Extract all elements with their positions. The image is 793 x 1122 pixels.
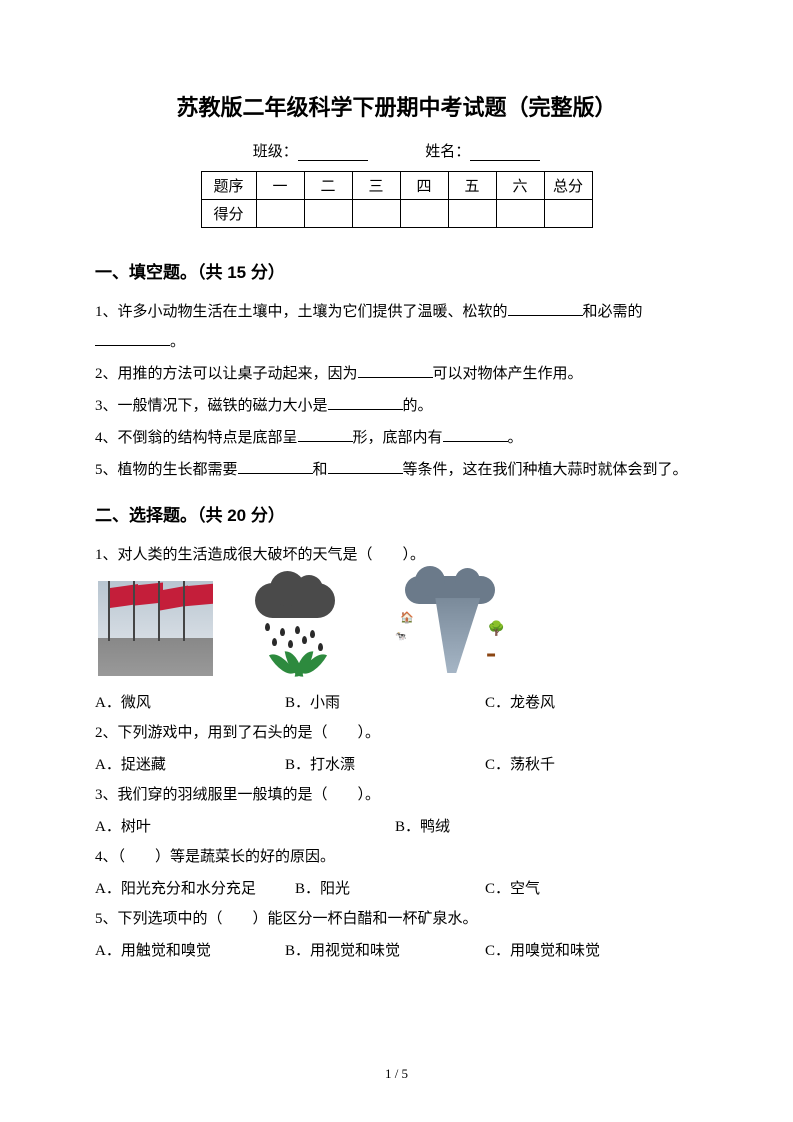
- opt-b[interactable]: B．阳光: [295, 874, 485, 904]
- fill-q2: 2、用推的方法可以让桌子动起来，因为 可以对物体产生作用。: [95, 359, 698, 389]
- fill-blank[interactable]: [95, 330, 170, 346]
- q5-options: A．用触觉和嗅觉 B．用视觉和味觉 C．用嗅觉和味觉: [95, 936, 698, 966]
- score-cell[interactable]: [544, 200, 592, 228]
- q-text: 2、用推的方法可以让桌子动起来，因为: [95, 366, 358, 382]
- choice-q5: 5、下列选项中的（ ）能区分一杯白醋和一杯矿泉水。: [95, 904, 698, 934]
- image-flags: [95, 578, 215, 678]
- q-text: 和必需的: [583, 304, 643, 320]
- name-blank[interactable]: [470, 143, 540, 161]
- student-info-row: 班级： 姓名：: [95, 140, 698, 161]
- q3-options: A．树叶 B．鸭绒: [95, 812, 698, 842]
- q-text: 。: [508, 430, 523, 446]
- score-col: 二: [304, 172, 352, 200]
- score-cell[interactable]: [256, 200, 304, 228]
- q-text: 3、一般情况下，磁铁的磁力大小是: [95, 398, 328, 414]
- opt-c[interactable]: C．空气: [485, 874, 698, 904]
- choice-q2: 2、下列游戏中，用到了石头的是（ ）。: [95, 718, 698, 748]
- fill-blank[interactable]: [298, 426, 353, 442]
- fill-q5: 5、植物的生长都需要 和 等条件，这在我们种植大蒜时就体会到了。: [95, 455, 698, 485]
- opt-a[interactable]: A．用触觉和嗅觉: [95, 936, 285, 966]
- opt-a[interactable]: A．阳光充分和水分充足: [95, 874, 295, 904]
- score-row-label: 题序: [201, 172, 256, 200]
- score-col: 六: [496, 172, 544, 200]
- opt-c[interactable]: C．荡秋千: [485, 750, 698, 780]
- choice-q4: 4、（ ）等是蔬菜长的好的原因。: [95, 842, 698, 872]
- score-col: 五: [448, 172, 496, 200]
- q1-options: A．微风 B．小雨 C．龙卷风: [95, 688, 698, 718]
- fill-blank[interactable]: [328, 458, 403, 474]
- score-table: 题序 一 二 三 四 五 六 总分 得分: [201, 171, 593, 228]
- score-cell[interactable]: [400, 200, 448, 228]
- q-text: 等条件，这在我们种植大蒜时就体会到了。: [403, 462, 688, 478]
- score-cell[interactable]: [304, 200, 352, 228]
- score-row-label: 得分: [201, 200, 256, 228]
- choice-q3: 3、我们穿的羽绒服里一般填的是（ ）。: [95, 780, 698, 810]
- score-cell[interactable]: [352, 200, 400, 228]
- page-number: 1 / 5: [0, 1066, 793, 1082]
- opt-b[interactable]: B．鸭绒: [395, 812, 698, 842]
- score-cell[interactable]: [496, 200, 544, 228]
- score-col: 一: [256, 172, 304, 200]
- opt-c[interactable]: C．用嗅觉和味觉: [485, 936, 698, 966]
- opt-a[interactable]: A．捉迷藏: [95, 750, 285, 780]
- q-text: 1、许多小动物生活在土壤中，土壤为它们提供了温暖、松软的: [95, 304, 508, 320]
- q4-options: A．阳光充分和水分充足 B．阳光 C．空气: [95, 874, 698, 904]
- class-blank[interactable]: [298, 143, 368, 161]
- q-text: 5、植物的生长都需要: [95, 462, 238, 478]
- name-label: 姓名：: [425, 140, 470, 161]
- score-col: 三: [352, 172, 400, 200]
- opt-c[interactable]: C．龙卷风: [485, 688, 698, 718]
- opt-b[interactable]: B．用视觉和味觉: [285, 936, 485, 966]
- section1-title: 一、填空题。（共 15 分）: [95, 258, 698, 283]
- score-col: 四: [400, 172, 448, 200]
- q-text: 。: [170, 334, 185, 350]
- q-text: 和: [313, 462, 328, 478]
- fill-blank[interactable]: [443, 426, 508, 442]
- fill-blank[interactable]: [358, 362, 433, 378]
- q-text: 4、不倒翁的结构特点是底部呈: [95, 430, 298, 446]
- q2-options: A．捉迷藏 B．打水漂 C．荡秋千: [95, 750, 698, 780]
- q1-images: 🏠 🐄 🌳 ▂: [95, 578, 698, 678]
- q-text: 可以对物体产生作用。: [433, 366, 583, 382]
- fill-q3: 3、一般情况下，磁铁的磁力大小是 的。: [95, 391, 698, 421]
- fill-blank[interactable]: [508, 300, 583, 316]
- opt-a[interactable]: A．微风: [95, 688, 285, 718]
- fill-blank[interactable]: [238, 458, 313, 474]
- opt-b[interactable]: B．小雨: [285, 688, 485, 718]
- opt-b[interactable]: B．打水漂: [285, 750, 485, 780]
- score-cell[interactable]: [448, 200, 496, 228]
- fill-q4: 4、不倒翁的结构特点是底部呈 形，底部内有 。: [95, 423, 698, 453]
- image-rain: [235, 578, 355, 678]
- q-text: 的。: [403, 398, 433, 414]
- opt-a[interactable]: A．树叶: [95, 812, 395, 842]
- q-text: 形，底部内有: [353, 430, 443, 446]
- image-tornado: 🏠 🐄 🌳 ▂: [375, 578, 525, 678]
- section2-title: 二、选择题。（共 20 分）: [95, 501, 698, 526]
- fill-blank[interactable]: [328, 394, 403, 410]
- exam-title: 苏教版二年级科学下册期中考试题（完整版）: [95, 90, 698, 122]
- score-col: 总分: [544, 172, 592, 200]
- choice-q1: 1、对人类的生活造成很大破坏的天气是（ ）。: [95, 540, 698, 570]
- class-label: 班级：: [253, 140, 298, 161]
- fill-q1: 1、许多小动物生活在土壤中，土壤为它们提供了温暖、松软的 和必需的。: [95, 297, 698, 357]
